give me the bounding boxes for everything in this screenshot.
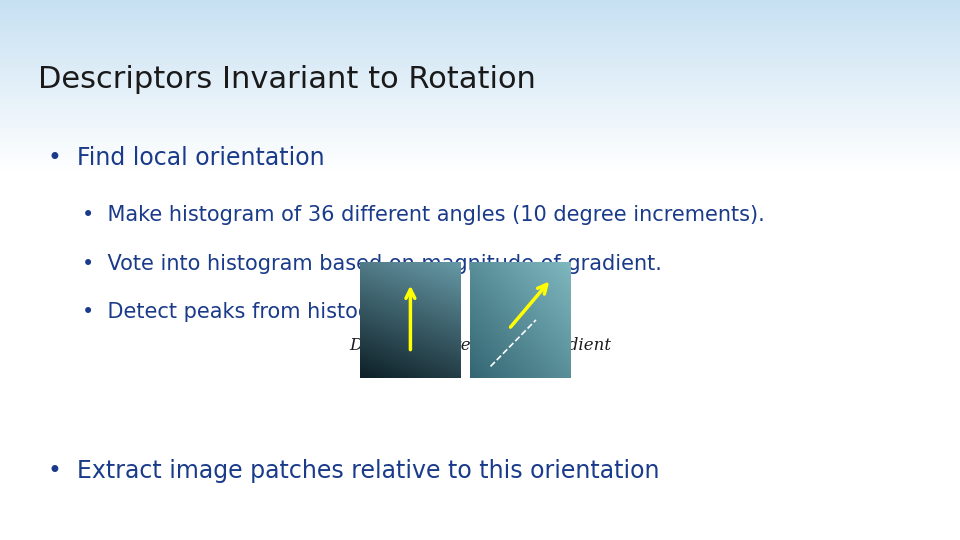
Text: •  Vote into histogram based on magnitude of gradient.: • Vote into histogram based on magnitude…	[82, 254, 661, 274]
Text: •  Make histogram of 36 different angles (10 degree increments).: • Make histogram of 36 different angles …	[82, 205, 764, 225]
Text: Descriptors Invariant to Rotation: Descriptors Invariant to Rotation	[38, 65, 537, 94]
Text: •  Find local orientation: • Find local orientation	[48, 146, 324, 170]
Text: •  Detect peaks from histogram.: • Detect peaks from histogram.	[82, 302, 419, 322]
Text: Dominant direction of gradient: Dominant direction of gradient	[349, 338, 611, 354]
Text: •  Extract image patches relative to this orientation: • Extract image patches relative to this…	[48, 459, 660, 483]
